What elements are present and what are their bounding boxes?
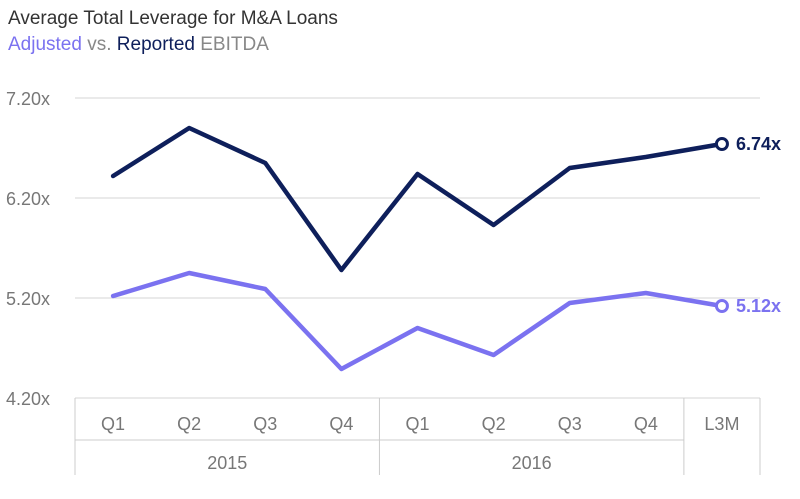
- y-tick-label: 6.20x: [6, 189, 50, 209]
- x-tick-label: Q4: [329, 414, 353, 434]
- x-tick-label: L3M: [704, 414, 739, 434]
- x-tick-label: Q2: [177, 414, 201, 434]
- chart-subtitle: Adjusted vs. Reported EBITDA: [8, 32, 338, 58]
- series-line-reported: [110, 125, 725, 273]
- x-tick-label: Q1: [101, 414, 125, 434]
- series-line-adjusted: [110, 270, 725, 372]
- subtitle-adjusted: Adjusted: [8, 34, 82, 55]
- x-group-label: 2015: [207, 453, 247, 473]
- subtitle-ebitda: EBITDA: [200, 34, 269, 55]
- x-tick-label: Q1: [405, 414, 429, 434]
- series-end-marker-adjusted: [714, 299, 729, 313]
- y-tick-label: 4.20x: [6, 389, 50, 409]
- x-tick-label: Q3: [558, 414, 582, 434]
- subtitle-vs: vs.: [87, 34, 112, 55]
- x-group-label: 2016: [512, 453, 552, 473]
- y-tick-label: 7.20x: [6, 89, 50, 109]
- series-end-marker-reported: [714, 137, 729, 151]
- series-end-label-adjusted: 5.12x: [736, 296, 781, 316]
- subtitle-reported: Reported: [116, 34, 195, 55]
- x-tick-label: Q3: [253, 414, 277, 434]
- x-tick-label: Q4: [634, 414, 658, 434]
- x-tick-label: Q2: [482, 414, 506, 434]
- chart-title: Average Total Leverage for M&A Loans: [8, 8, 338, 29]
- series-end-label-reported: 6.74x: [736, 134, 781, 154]
- y-tick-label: 5.20x: [6, 289, 50, 309]
- chart-header: Average Total Leverage for M&A Loans Adj…: [8, 6, 338, 58]
